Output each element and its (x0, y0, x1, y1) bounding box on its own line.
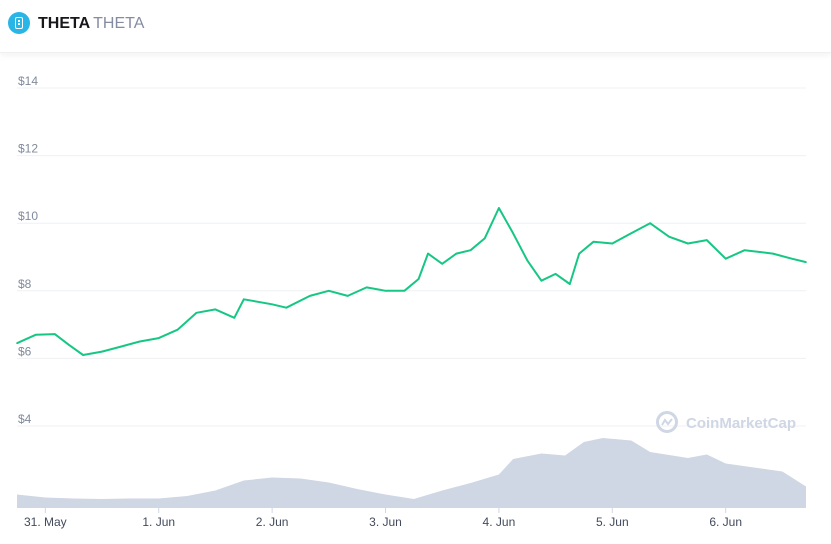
coin-title: THETA THETA (38, 14, 144, 34)
price-point (469, 249, 472, 251)
x-tick-label: 3. Jun (369, 515, 402, 529)
price-point (498, 207, 500, 209)
price-point (668, 235, 670, 238)
x-tick-label: 5. Jun (596, 515, 629, 529)
price-point (791, 257, 793, 260)
y-tick-label: $6 (18, 344, 32, 358)
y-tick-label: $14 (18, 74, 38, 88)
price-point (233, 317, 236, 319)
price-point (512, 232, 514, 235)
price-point (195, 312, 198, 314)
price-point (139, 340, 141, 343)
price-point (427, 252, 429, 255)
y-tick-label: $12 (18, 142, 38, 156)
coin-name: THETA (93, 15, 145, 32)
price-point (214, 308, 217, 311)
price-point (417, 278, 420, 280)
price-point (455, 252, 458, 255)
volume-area-shape (17, 438, 806, 507)
price-point (384, 290, 387, 292)
y-tick-label: $10 (18, 209, 38, 223)
price-point (706, 239, 708, 241)
price-point (157, 337, 160, 339)
price-point (82, 354, 84, 356)
x-tick-label: 31. May (24, 515, 67, 529)
price-point (649, 222, 651, 224)
coinmarketcap-watermark: CoinMarketCap (656, 411, 796, 433)
x-tick-label: 6. Jun (709, 515, 742, 529)
price-series (16, 207, 807, 356)
price-point (243, 298, 245, 301)
price-point (540, 279, 543, 282)
price-point (365, 286, 368, 289)
price-point (578, 252, 580, 255)
price-point (592, 241, 595, 243)
price-point (120, 345, 122, 348)
price-point (724, 257, 727, 260)
price-point (772, 252, 774, 255)
price-point (805, 261, 807, 263)
price-point (101, 350, 103, 353)
price-point (16, 342, 18, 345)
volume-area (17, 438, 806, 507)
price-point (271, 303, 273, 306)
theta-logo-icon (8, 12, 30, 34)
price-point (630, 232, 632, 235)
price-line (16, 207, 807, 356)
coin-header: THETA THETA (0, 0, 831, 53)
price-point (687, 242, 689, 245)
price-point (611, 242, 614, 245)
x-tick-label: 4. Jun (483, 515, 516, 529)
price-point (483, 237, 486, 240)
x-axis-labels: 31. May 1. Jun 2. Jun 3. Jun 4. Jun 5. Jun 6. … (17, 507, 806, 529)
price-point (176, 328, 179, 331)
price-point (328, 290, 330, 292)
price-point (441, 263, 444, 265)
price-point (743, 249, 746, 251)
price-point (309, 295, 311, 297)
price-point (403, 290, 406, 292)
price-point (285, 306, 288, 309)
grid-lines (17, 87, 806, 427)
price-point (68, 344, 70, 346)
x-tick-label: 2. Jun (256, 515, 289, 529)
price-point (526, 259, 529, 262)
y-tick-label: $4 (18, 412, 32, 426)
y-axis-labels: $4 $6 $8 $10 $12 $14 (18, 74, 38, 426)
coin-symbol: THETA (38, 15, 91, 32)
watermark-text: CoinMarketCap (686, 415, 796, 432)
x-tick-label: 1. Jun (142, 515, 175, 529)
y-tick-label: $8 (18, 277, 32, 291)
price-point (569, 283, 571, 285)
price-point (346, 295, 349, 297)
coinmarketcap-logo-icon (656, 411, 678, 433)
price-point (54, 333, 56, 335)
price-point (554, 273, 557, 275)
price-point (35, 333, 37, 336)
